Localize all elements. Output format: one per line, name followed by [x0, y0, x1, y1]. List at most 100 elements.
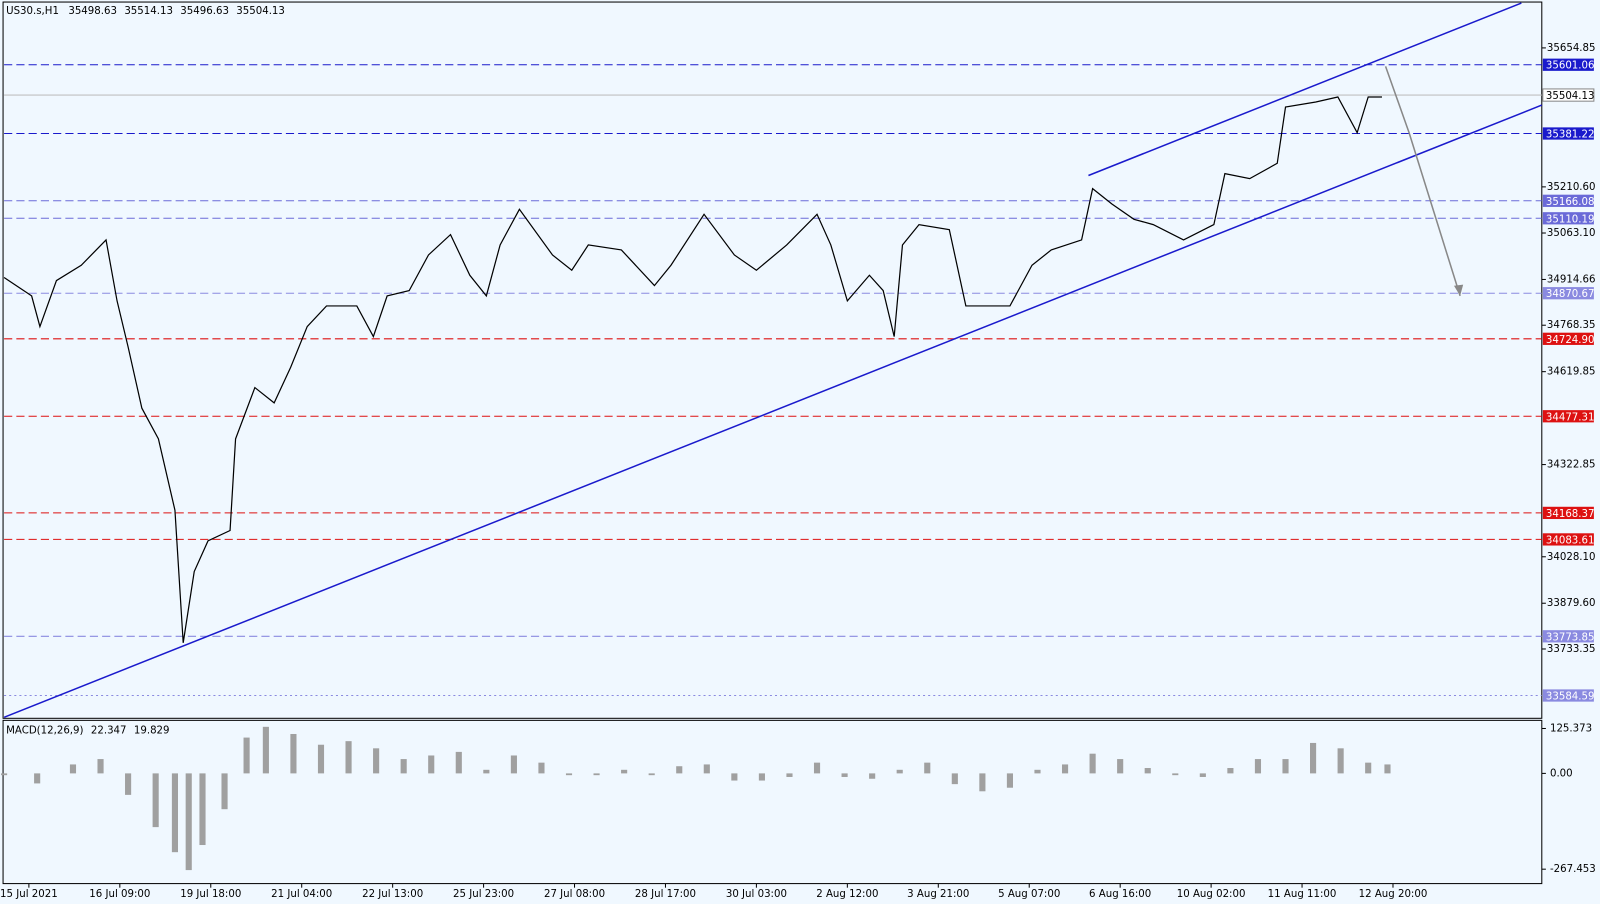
macd-bar: [1, 773, 8, 776]
macd-header: MACD(12,26,9) 22.347 19.829: [6, 726, 169, 737]
y-tick-label: 35063.10: [1547, 228, 1596, 239]
macd-bar: [1034, 769, 1041, 774]
macd-bar: [373, 748, 380, 774]
low: 35496.63: [180, 6, 229, 17]
macd-bar: [676, 766, 683, 774]
level-label-box: [1542, 533, 1594, 546]
x-tick-label: 2 Aug 12:00: [816, 889, 878, 900]
macd-bar: [1144, 768, 1151, 774]
x-tick-label: 11 Aug 11:00: [1268, 889, 1337, 900]
macd-bar: [1282, 759, 1289, 774]
level-label: 34083.61: [1546, 535, 1595, 546]
level-label: 35110.19: [1546, 214, 1595, 225]
y-tick-label: 34768.35: [1547, 320, 1596, 331]
macd-bar: [979, 773, 986, 792]
x-tick-label: 3 Aug 21:00: [907, 889, 969, 900]
y-tick-label: 34914.66: [1547, 274, 1596, 285]
x-tick-label: 5 Aug 07:00: [998, 889, 1060, 900]
macd-bar: [786, 773, 793, 777]
macd-value: 22.347: [91, 726, 127, 737]
macd-bar: [1310, 742, 1317, 774]
macd-bar: [1061, 764, 1069, 774]
macd-bar: [152, 773, 159, 828]
macd-bar: [869, 773, 876, 779]
macd-bar: [317, 744, 325, 774]
level-label: 33584.59: [1546, 692, 1595, 703]
level-label: 34168.37: [1546, 509, 1595, 520]
level-label-box: [1542, 332, 1594, 345]
macd-bar: [648, 773, 655, 776]
macd-bar: [1117, 759, 1124, 774]
x-tick-label: 27 Jul 08:00: [544, 889, 605, 900]
macd-bar: [1337, 748, 1344, 774]
macd-bar: [896, 769, 903, 774]
macd-bar: [758, 773, 765, 781]
x-tick-label: 10 Aug 02:00: [1177, 889, 1246, 900]
macd-bar: [199, 773, 206, 846]
macd-tick-label: 125.373: [1550, 723, 1592, 734]
trendline: [3, 104, 1543, 718]
x-tick-label: 28 Jul 17:00: [635, 889, 696, 900]
macd-bar: [841, 773, 848, 777]
macd-bar: [221, 773, 228, 810]
macd-bar: [455, 751, 462, 774]
macd-bar: [924, 762, 931, 774]
y-tick-label: 34028.10: [1547, 552, 1596, 563]
y-tick-label: 34322.85: [1547, 460, 1596, 471]
macd-bar: [428, 755, 435, 774]
symbol: US30.s,H1: [6, 6, 59, 17]
macd-bar: [731, 773, 738, 781]
main-panel: [2, 1, 1543, 719]
macd-panel: [2, 719, 1543, 885]
x-tick-label: 15 Jul 2021: [0, 889, 58, 900]
macd-bar: [1172, 773, 1179, 776]
macd-tick-label: 0.00: [1550, 768, 1573, 779]
macd-bar: [1227, 768, 1234, 774]
level-label-box: [1542, 506, 1594, 520]
level-label-box: [1542, 127, 1594, 140]
macd-bar: [262, 726, 269, 774]
x-tick-label: 12 Aug 20:00: [1359, 889, 1428, 900]
level-label-box: [1542, 287, 1594, 300]
macd-bar: [1199, 773, 1206, 777]
macd-bar: [621, 769, 628, 774]
macd-tick-label: -267.453: [1550, 864, 1596, 875]
signal-value: 19.829: [134, 726, 170, 737]
price-line: [3, 96, 1382, 643]
level-label-box: [1542, 194, 1594, 207]
macd-bar: [1384, 764, 1391, 774]
level-label: 33773.85: [1546, 632, 1595, 643]
y-tick-label: 35654.85: [1547, 43, 1596, 54]
level-label-box: [1542, 410, 1594, 423]
macd-bar: [483, 769, 490, 774]
forecast-arrow: [1384, 66, 1461, 297]
macd-bar: [813, 762, 821, 774]
x-tick-label: 19 Jul 18:00: [180, 889, 241, 900]
x-tick-label: 22 Jul 13:00: [362, 889, 423, 900]
x-tick-label: 30 Jul 03:00: [726, 889, 787, 900]
macd-bar: [951, 773, 958, 785]
levels: 35601.06 35504.13 35381.22 35166.08 35110.19…: [4, 58, 1595, 703]
x-tick-label: 25 Jul 23:00: [453, 889, 514, 900]
macd-bar: [538, 762, 545, 774]
macd-bar: [97, 759, 104, 774]
macd-bar: [593, 773, 600, 776]
macd-bar: [400, 759, 407, 774]
channel-line: [1088, 2, 1522, 177]
macd-bar: [290, 733, 297, 774]
level-label-box: [1542, 212, 1594, 225]
level-label: 35166.08: [1546, 197, 1595, 208]
plot: 35654.85 35210.60 35063.10 34914.66 34768.35…: [0, 43, 1596, 900]
level-label: 34724.90: [1546, 335, 1595, 346]
level-label-box: [1542, 689, 1594, 702]
macd-bar: [510, 755, 517, 774]
macd-bar: [185, 773, 192, 871]
y-tick-label: 33733.35: [1547, 644, 1596, 655]
macd-bar: [345, 741, 352, 774]
high: 35514.13: [124, 6, 173, 17]
x-tick-label: 6 Aug 16:00: [1089, 889, 1151, 900]
macd-bar: [1089, 753, 1096, 774]
